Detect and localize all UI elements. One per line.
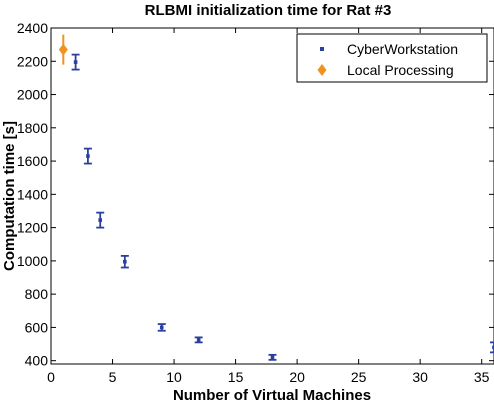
x-tick-label: 15 <box>228 369 244 385</box>
y-tick-label: 2400 <box>17 20 48 36</box>
y-tick-label: 1800 <box>17 120 48 136</box>
legend-label: Local Processing <box>347 62 454 78</box>
y-tick-label: 400 <box>25 353 49 369</box>
y-axis-label: Computation time [s] <box>1 121 18 271</box>
y-tick-label: 1000 <box>17 253 48 269</box>
plot-frame <box>50 27 494 365</box>
data-marks <box>58 34 494 361</box>
x-axis-label: Number of Virtual Machines <box>173 387 371 404</box>
x-tick-label: 0 <box>47 369 55 385</box>
data-point <box>196 338 201 342</box>
y-tick-label: 1200 <box>17 220 48 236</box>
y-tick-label: 600 <box>25 319 49 335</box>
x-tick-label: 5 <box>109 369 117 385</box>
data-point <box>123 259 127 264</box>
data-point <box>492 345 494 350</box>
y-tick-label: 800 <box>25 286 49 302</box>
x-axis: 0 5 10 15 20 25 30 35 <box>47 28 490 385</box>
legend-box <box>296 33 488 83</box>
data-point <box>98 218 103 222</box>
y-tick-label: 2200 <box>17 53 48 69</box>
y-tick-label: 1400 <box>17 186 48 202</box>
data-point <box>73 60 78 64</box>
x-tick-label: 25 <box>351 369 367 385</box>
data-point <box>86 154 90 158</box>
data-point-diamond <box>58 43 68 56</box>
data-point <box>159 325 164 330</box>
y-tick-label: 1600 <box>17 153 48 169</box>
x-tick-label: 30 <box>412 369 428 385</box>
data-point <box>270 355 275 360</box>
legend-marker-point <box>320 47 324 51</box>
y-tick-label: 2000 <box>17 87 48 103</box>
y-axis: 400 600 800 1000 1200 1400 1600 1800 2000 2200 240… <box>17 20 494 369</box>
chart-title: RLBMI initialization time for Rat #3 <box>145 2 392 19</box>
legend: CyberWorkstation Local Processing <box>296 33 488 83</box>
x-tick-label: 20 <box>289 369 305 385</box>
legend-label: CyberWorkstation <box>347 41 458 57</box>
x-tick-label: 10 <box>166 369 182 385</box>
x-tick-label: 35 <box>474 369 490 385</box>
legend-marker-diamond <box>317 64 327 76</box>
